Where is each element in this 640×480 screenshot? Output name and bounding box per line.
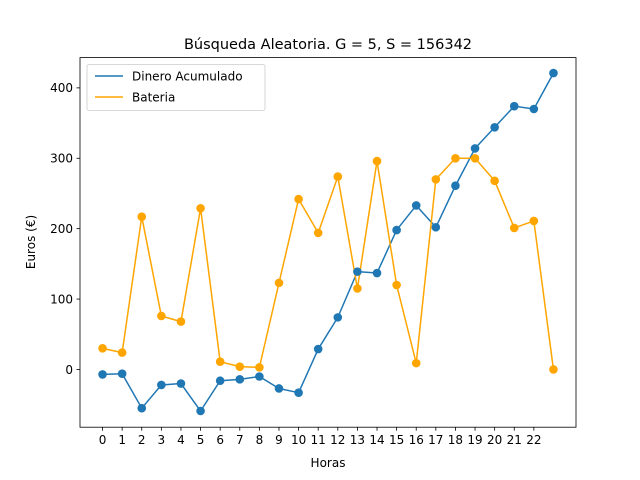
data-point-bateria <box>333 172 343 181</box>
data-point-dinero <box>372 268 382 278</box>
data-point-bateria <box>431 175 441 184</box>
data-point-bateria <box>294 194 303 204</box>
x-axis-label: Horas <box>311 456 346 470</box>
y-tick-label: 200 <box>50 222 73 236</box>
legend-box <box>86 64 266 111</box>
data-point-dinero <box>333 313 343 322</box>
x-tick-label: 19 <box>467 433 482 447</box>
data-point-bateria <box>274 278 284 288</box>
x-tick-label: 5 <box>197 433 205 447</box>
x-tick-label: 20 <box>487 433 502 447</box>
data-point-bateria <box>451 153 460 163</box>
x-tick-label: 22 <box>526 433 541 447</box>
legend: Dinero Acumulado Bateria <box>86 64 266 111</box>
y-tick-label: 300 <box>50 152 73 166</box>
data-point-dinero <box>509 101 519 111</box>
y-tick-label: 400 <box>50 81 73 95</box>
x-tick-label: 14 <box>369 433 384 447</box>
data-point-bateria <box>411 358 421 368</box>
legend-label-bateria: Bateria <box>132 91 175 105</box>
x-tick-label: 1 <box>118 433 126 447</box>
x-tick-label: 4 <box>177 433 185 447</box>
x-tick-label: 6 <box>216 433 224 447</box>
data-point-bateria <box>98 344 107 353</box>
data-point-dinero <box>215 376 225 386</box>
data-point-dinero <box>470 144 480 153</box>
data-point-bateria <box>490 176 499 186</box>
data-point-dinero <box>176 379 186 388</box>
data-point-bateria <box>372 156 382 166</box>
x-tick-label: 13 <box>350 433 365 447</box>
data-point-dinero <box>313 344 323 354</box>
x-tick-label: 10 <box>291 433 306 447</box>
data-point-bateria <box>353 284 362 293</box>
data-point-bateria <box>137 212 147 222</box>
x-tick-label: 16 <box>409 433 424 447</box>
y-axis-label: Euros (€) <box>24 215 38 269</box>
x-tick-label: 9 <box>275 433 283 447</box>
data-point-bateria <box>117 348 127 357</box>
data-point-bateria <box>313 228 323 238</box>
x-tick-label: 8 <box>256 433 264 447</box>
data-point-dinero <box>274 384 284 393</box>
x-tick-label: 18 <box>448 433 463 447</box>
y-tick-label: 100 <box>50 292 73 306</box>
data-point-bateria <box>255 363 264 372</box>
data-point-dinero <box>157 380 166 390</box>
y-tick-label: 0 <box>65 363 73 377</box>
x-axis: 0 1 2 3 4 5 6 7 8 9 10 11 12 13 14 15 16 17 18 19 20 21 22 <box>99 427 541 447</box>
x-tick-label: 3 <box>158 433 166 447</box>
data-point-dinero <box>431 222 441 232</box>
data-point-dinero <box>255 372 264 381</box>
data-point-bateria <box>529 216 539 226</box>
data-point-bateria <box>176 317 186 326</box>
data-point-dinero <box>98 370 107 379</box>
data-point-dinero <box>411 201 421 210</box>
data-point-dinero <box>196 406 205 416</box>
data-point-dinero <box>353 267 362 276</box>
x-tick-label: 21 <box>507 433 522 447</box>
x-tick-label: 7 <box>236 433 244 447</box>
data-point-bateria <box>549 365 558 374</box>
data-point-bateria <box>235 362 245 371</box>
data-point-dinero <box>294 388 303 398</box>
x-tick-label: 2 <box>138 433 146 447</box>
x-tick-label: 15 <box>389 433 404 447</box>
data-point-dinero <box>235 375 245 384</box>
x-tick-label: 0 <box>99 433 107 447</box>
data-point-bateria <box>509 223 519 233</box>
data-point-dinero <box>392 225 401 235</box>
chart-title: Búsqueda Aleatoria. G = 5, S = 156342 <box>184 37 472 53</box>
data-point-dinero <box>451 181 460 191</box>
data-point-dinero <box>549 68 558 78</box>
legend-label-dinero: Dinero Acumulado <box>132 70 243 84</box>
data-point-bateria <box>470 153 480 163</box>
x-tick-label: 17 <box>428 433 443 447</box>
x-tick-label: 11 <box>311 433 326 447</box>
data-point-bateria <box>392 280 401 290</box>
data-point-dinero <box>490 122 499 132</box>
x-tick-label: 12 <box>330 433 345 447</box>
data-point-dinero <box>137 403 147 413</box>
data-point-bateria <box>215 357 225 367</box>
plot-frame <box>79 57 577 428</box>
data-point-bateria <box>157 311 166 321</box>
data-point-bateria <box>196 203 205 213</box>
data-point-dinero <box>529 104 539 114</box>
data-point-dinero <box>117 369 127 378</box>
y-axis: 0 100 200 300 400 <box>50 81 80 377</box>
plot-series <box>98 68 558 416</box>
